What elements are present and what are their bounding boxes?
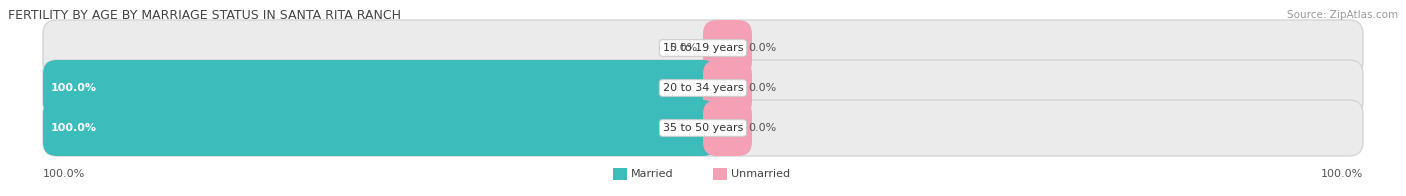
Text: 35 to 50 years: 35 to 50 years — [662, 123, 744, 133]
FancyBboxPatch shape — [703, 60, 752, 116]
Bar — [613, 168, 627, 180]
FancyBboxPatch shape — [44, 100, 1362, 156]
Bar — [689, 114, 703, 142]
Bar — [689, 74, 703, 102]
Text: 15 to 19 years: 15 to 19 years — [662, 43, 744, 53]
Text: 0.0%: 0.0% — [669, 43, 697, 53]
Text: 0.0%: 0.0% — [748, 123, 776, 133]
FancyBboxPatch shape — [44, 20, 1362, 76]
Text: 100.0%: 100.0% — [1320, 169, 1362, 179]
Text: Source: ZipAtlas.com: Source: ZipAtlas.com — [1286, 10, 1398, 20]
Text: 0.0%: 0.0% — [748, 83, 776, 93]
Text: Married: Married — [631, 169, 673, 179]
Text: 0.0%: 0.0% — [748, 43, 776, 53]
FancyBboxPatch shape — [703, 100, 752, 156]
Text: 100.0%: 100.0% — [44, 169, 86, 179]
Text: 20 to 34 years: 20 to 34 years — [662, 83, 744, 93]
FancyBboxPatch shape — [44, 60, 1362, 116]
Bar — [713, 168, 727, 180]
Text: 100.0%: 100.0% — [51, 123, 97, 133]
Text: Unmarried: Unmarried — [731, 169, 790, 179]
FancyBboxPatch shape — [44, 60, 717, 116]
Text: FERTILITY BY AGE BY MARRIAGE STATUS IN SANTA RITA RANCH: FERTILITY BY AGE BY MARRIAGE STATUS IN S… — [8, 8, 401, 22]
FancyBboxPatch shape — [44, 100, 717, 156]
FancyBboxPatch shape — [703, 20, 752, 76]
Text: 100.0%: 100.0% — [51, 83, 97, 93]
